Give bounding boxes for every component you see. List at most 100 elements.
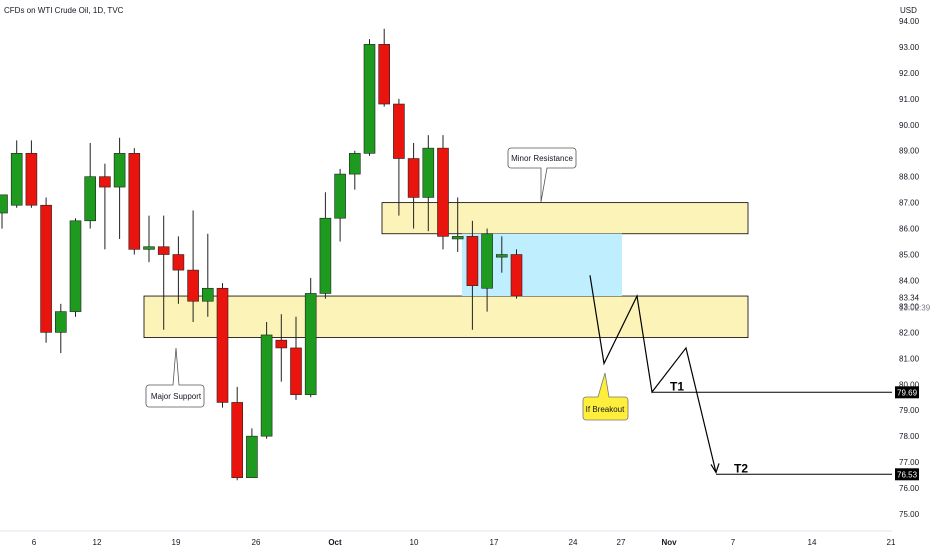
candle-body xyxy=(69,220,82,312)
candle-body xyxy=(40,204,52,333)
candle-body xyxy=(157,246,170,255)
countdown-label: 13:02:39 xyxy=(899,304,931,313)
candle xyxy=(0,194,8,229)
candle xyxy=(99,163,111,250)
candle xyxy=(143,215,155,263)
candle xyxy=(216,283,229,408)
candle xyxy=(363,39,376,156)
candle-body xyxy=(54,311,67,333)
candle-body xyxy=(378,44,391,105)
candle xyxy=(437,135,449,250)
candle xyxy=(348,150,361,190)
y-tick-label: 94.00 xyxy=(899,17,920,26)
candle-body xyxy=(348,153,361,175)
candle-body xyxy=(363,44,376,154)
candle xyxy=(25,140,38,208)
candle-body xyxy=(216,287,229,403)
candle xyxy=(69,218,82,317)
y-tick-label: 89.00 xyxy=(899,147,920,156)
callout-text: Major Support xyxy=(151,392,202,401)
candle xyxy=(451,197,464,252)
chart-title: CFDs on WTI Crude Oil, 1D, TVC xyxy=(4,6,124,15)
candle-body xyxy=(304,293,317,395)
callout-text: If Breakout xyxy=(586,405,625,414)
y-tick-label: 93.00 xyxy=(899,43,920,52)
y-tick-label: 87.00 xyxy=(899,199,920,208)
y-tick-label: 86.00 xyxy=(899,225,920,234)
x-tick-label: 6 xyxy=(32,538,37,547)
candle xyxy=(10,140,23,208)
candle-body xyxy=(10,153,23,206)
price-badge-text-t2: 76.53 xyxy=(897,470,918,479)
price-axis[interactable]: 94.00 93.00 92.00 91.00 90.00 89.00 88.00 87.00… xyxy=(899,17,920,519)
y-tick-label: 78.00 xyxy=(899,432,920,441)
currency-label: USD xyxy=(900,6,917,15)
candle xyxy=(481,228,493,312)
candle-body xyxy=(260,334,273,437)
target-label-t1: T1 xyxy=(670,379,684,393)
candle xyxy=(40,197,52,343)
candle xyxy=(202,233,214,317)
x-tick-label: 26 xyxy=(252,538,261,547)
x-tick-label: 27 xyxy=(617,538,626,547)
x-tick-label: Oct xyxy=(328,538,342,547)
target-label-t2: T2 xyxy=(734,461,748,475)
candle-body xyxy=(451,236,464,240)
callout-box xyxy=(145,347,205,408)
y-tick-label: 85.00 xyxy=(899,251,920,260)
candle-body xyxy=(275,339,288,349)
arrow-head xyxy=(710,463,720,474)
y-tick-label: 75.00 xyxy=(899,510,920,519)
candle-body xyxy=(466,236,479,286)
callout-box xyxy=(582,372,629,421)
price-badge-t1 xyxy=(895,386,919,399)
projection-layer: T1 T2 xyxy=(589,275,892,475)
resistance-zone xyxy=(381,202,749,235)
support-zone xyxy=(143,295,749,338)
candle xyxy=(231,386,243,481)
candle xyxy=(319,192,332,299)
candle xyxy=(393,98,405,216)
projection-path xyxy=(589,275,717,473)
candle-body xyxy=(437,147,449,237)
callout-box xyxy=(507,147,577,203)
candle xyxy=(113,137,126,239)
x-tick-label: 19 xyxy=(172,538,181,547)
candle xyxy=(510,249,523,299)
candle-body xyxy=(290,347,302,395)
x-tick-label: 7 xyxy=(731,538,736,547)
y-tick-label: 76.00 xyxy=(899,484,920,493)
candle xyxy=(334,168,346,242)
candle xyxy=(246,428,258,478)
y-tick-label: 88.00 xyxy=(899,173,920,182)
x-tick-label: 21 xyxy=(887,538,896,547)
x-tick-label: 24 xyxy=(569,538,578,547)
callout-text: Minor Resistance xyxy=(511,154,573,163)
y-tick-label: 80.00 xyxy=(899,380,920,389)
time-axis[interactable]: 6 12 19 26 Oct 10 17 24 27 Nov 7 14 21 xyxy=(0,530,896,547)
candle xyxy=(54,303,67,354)
candle-body xyxy=(25,153,38,206)
x-tick-label: 17 xyxy=(490,538,499,547)
candle-body xyxy=(202,287,214,302)
candle xyxy=(422,135,435,232)
candle-body xyxy=(319,217,332,294)
candle-body xyxy=(128,153,141,250)
candle xyxy=(187,210,199,322)
x-tick-label: 10 xyxy=(410,538,419,547)
candle xyxy=(260,321,273,439)
candle xyxy=(157,215,170,330)
candle xyxy=(378,28,391,107)
candle-body xyxy=(334,173,346,219)
candle xyxy=(407,142,420,229)
major-support-callout: Major Support xyxy=(145,347,205,408)
y-tick-label: 83.00 xyxy=(899,302,920,311)
zones-layer xyxy=(143,202,749,338)
y-tick-label: 81.00 xyxy=(899,354,920,363)
candle xyxy=(466,220,479,330)
candle xyxy=(128,148,141,255)
candle-body xyxy=(481,233,493,289)
y-tick-label: 79.00 xyxy=(899,406,920,415)
